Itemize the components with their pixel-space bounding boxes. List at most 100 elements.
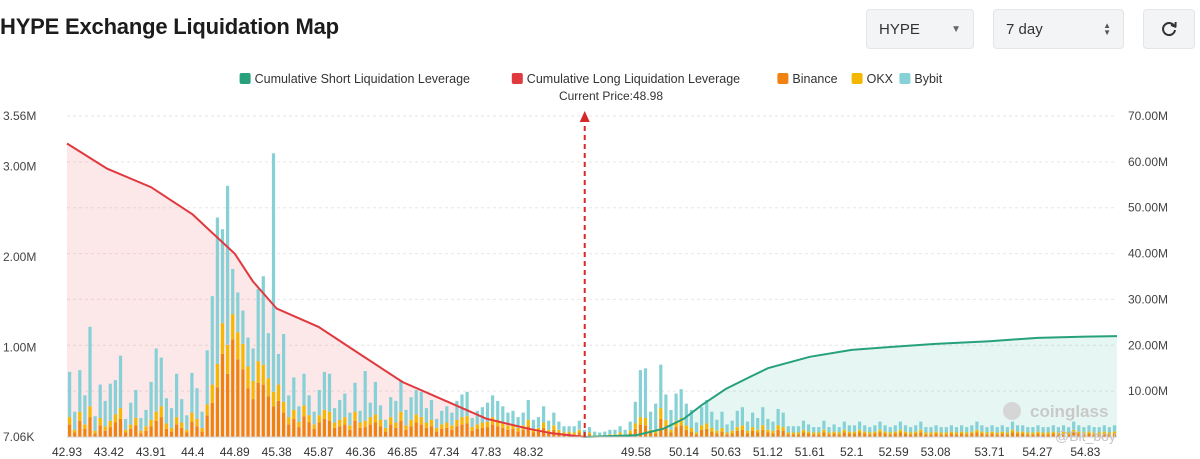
bar-okx (654, 430, 658, 434)
bar-binance (909, 434, 913, 437)
bar-bybit (378, 405, 383, 420)
bar-bybit (338, 400, 342, 420)
bar-okx (664, 419, 668, 427)
bar-bybit (807, 424, 811, 432)
bar-bybit (1077, 425, 1081, 432)
right-tick-label: 60.00M (1128, 155, 1168, 169)
bar-binance (429, 426, 434, 437)
bar-okx (995, 432, 999, 435)
bar-bybit (73, 411, 77, 430)
bar-binance (322, 418, 326, 437)
bar-bybit (791, 426, 795, 433)
bar-okx (990, 431, 994, 434)
bar-binance (501, 428, 505, 437)
bar-binance (333, 428, 337, 437)
bar-okx (327, 411, 332, 421)
bar-okx (322, 409, 326, 419)
bar-binance (149, 426, 153, 437)
bar-okx (735, 427, 739, 431)
bar-binance (312, 428, 316, 437)
bar-okx (822, 429, 826, 433)
bar-bybit (348, 412, 352, 426)
bar-okx (1102, 431, 1106, 434)
bar-binance (297, 427, 301, 437)
bar-binance (68, 424, 72, 437)
bar-binance (389, 424, 393, 437)
bar-okx (536, 428, 541, 432)
bar-binance (572, 434, 576, 437)
time-range-select[interactable]: 7 day ▲ ▼ (993, 9, 1124, 49)
bar-okx (404, 425, 408, 430)
bar-okx (740, 425, 744, 430)
bar-binance (807, 433, 811, 437)
bar-binance (154, 420, 158, 437)
bar-binance (638, 424, 642, 437)
bar-okx (93, 430, 97, 434)
bar-binance (108, 427, 112, 437)
bar-binance (185, 432, 189, 437)
refresh-button[interactable] (1143, 9, 1195, 49)
bar-okx (292, 409, 296, 419)
bar-okx (766, 429, 770, 433)
bar-binance (567, 433, 571, 437)
bar-binance (195, 426, 199, 437)
bar-okx (68, 417, 72, 425)
bar-okx (832, 431, 836, 434)
bar-okx (1046, 432, 1050, 435)
bar-binance (460, 424, 464, 437)
bar-bybit (633, 401, 637, 424)
bar-binance (1061, 433, 1066, 437)
bar-okx (246, 366, 250, 389)
bar-okx (669, 429, 673, 433)
bar-okx (1051, 431, 1055, 434)
bar-binance (542, 428, 546, 437)
bar-binance (842, 432, 846, 437)
bar-bybit (909, 427, 913, 433)
bar-binance (419, 424, 423, 437)
bar-bybit (577, 420, 581, 430)
bar-bybit (1031, 427, 1035, 433)
bar-binance (934, 433, 938, 437)
bar-bybit (593, 431, 597, 436)
x-tick-label: 54.27 (1022, 445, 1052, 459)
bar-okx (939, 432, 943, 435)
bar-bybit (271, 153, 276, 392)
bar-binance (822, 432, 826, 437)
bar-bybit (195, 388, 199, 419)
bar-bybit (847, 425, 851, 432)
bar-bybit (220, 229, 225, 324)
bar-binance (577, 432, 581, 437)
bar-okx (154, 411, 158, 421)
bar-binance (674, 427, 678, 437)
bar-bybit (995, 427, 999, 433)
bar-okx (195, 418, 199, 427)
bar-binance (169, 431, 174, 437)
token-select[interactable]: HYPE ▼ (866, 9, 974, 49)
legend-label: Cumulative Short Liquidation Leverage (255, 72, 470, 86)
current-price-label: Current Price:48.98 (559, 89, 663, 103)
cumulative-line (66, 142, 585, 438)
bar-bybit (1112, 425, 1117, 432)
bar-bybit (929, 427, 933, 433)
bar-bybit (190, 372, 194, 413)
bar-binance (1087, 433, 1091, 437)
bar-bybit (572, 426, 576, 433)
left-tick-label: 7.06K (3, 430, 34, 444)
bar-binance (521, 429, 525, 437)
x-tick-label: 46.85 (387, 445, 417, 459)
bar-bybit (536, 417, 541, 428)
bar-binance (1041, 434, 1045, 437)
bar-bybit (751, 412, 755, 428)
bar-binance (103, 430, 107, 437)
bar-okx (73, 429, 77, 433)
bar-binance (409, 426, 413, 437)
bar-okx (868, 432, 872, 435)
bar-okx (1082, 432, 1086, 435)
bar-okx (761, 425, 765, 430)
bar-binance (93, 433, 97, 437)
bar-binance (796, 434, 801, 437)
bar-okx (103, 426, 107, 431)
bar-okx (282, 401, 286, 413)
bar-okx (190, 412, 194, 422)
bar-okx (276, 384, 281, 401)
